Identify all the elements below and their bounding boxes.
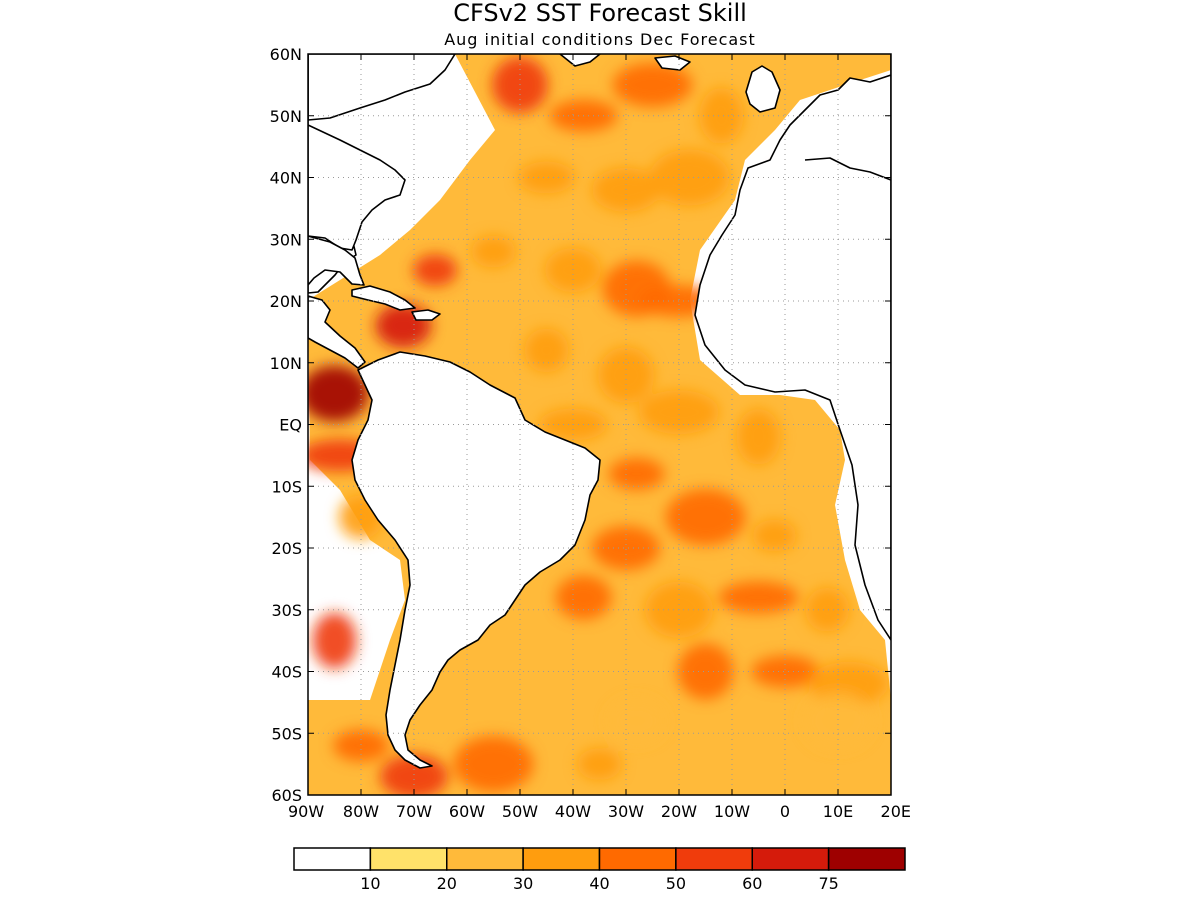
land-cuba: [351, 285, 416, 311]
skill-patch: [608, 698, 665, 743]
lat-label: 60S: [271, 786, 302, 805]
colorbar-bin: [446, 847, 524, 871]
longitude-axis: 90W 80W 70W 60W 50W 40W 30W 20W 10W 0 10E 20E: [288, 54, 911, 821]
skill-patch: [751, 655, 819, 688]
lon-label: 10W: [714, 802, 750, 821]
colorbar-bin: [522, 847, 601, 871]
skill-patch: [471, 235, 516, 268]
lat-label: 20S: [271, 539, 302, 558]
skill-patch: [518, 161, 575, 194]
lon-label: 0: [780, 802, 790, 821]
colorbar: 10 20 30 40 50 60 75: [293, 847, 906, 893]
lat-label: 20N: [270, 292, 302, 311]
skill-patch: [453, 736, 534, 793]
colorbar-bin: [369, 847, 448, 871]
lat-label: EQ: [279, 416, 302, 435]
lon-label: 20E: [881, 802, 911, 821]
colorbar-label: 50: [666, 874, 686, 893]
skill-patch: [308, 365, 369, 422]
colorbar-bin: [598, 847, 677, 871]
lon-label: 70W: [396, 802, 432, 821]
skill-patch: [598, 347, 654, 404]
skill-patch: [649, 149, 730, 206]
colorbar-bin: [675, 847, 753, 871]
skill-patch: [592, 526, 660, 570]
lon-label: 80W: [343, 802, 379, 821]
skill-patch: [612, 62, 693, 107]
lon-label: 90W: [288, 802, 324, 821]
skill-patch: [677, 643, 734, 700]
colorbar-label: 30: [513, 874, 533, 893]
land-gulf-coast: [308, 235, 365, 286]
lon-label: 50W: [502, 802, 538, 821]
colorbar-label: 60: [742, 874, 762, 893]
plot-area: [308, 54, 891, 795]
land-europe-africa: [694, 54, 891, 641]
lon-label: 40W: [555, 802, 591, 821]
coast-mediterranean: [804, 157, 891, 181]
colorbar-label: 40: [589, 874, 609, 893]
skill-patch: [413, 254, 458, 287]
skill-patch: [665, 489, 746, 546]
skill-patch: [524, 328, 569, 373]
skill-patch: [718, 581, 799, 614]
lat-label: 50S: [271, 724, 302, 743]
skill-patch: [752, 519, 797, 552]
lon-label: 10E: [823, 802, 853, 821]
land-hispaniola: [411, 309, 441, 321]
map-title: CFSv2 SST Forecast Skill: [453, 0, 747, 27]
latitude-axis: 60N 50N 40N 30N 20N 10N EQ 10S 20S 30S 40S 50S 60S: [270, 45, 891, 805]
skill-patch: [555, 575, 612, 620]
lat-label: 10S: [271, 477, 302, 496]
skill-patch: [312, 612, 357, 669]
colorbar-bin: [827, 847, 906, 871]
skill-patches: [308, 56, 889, 795]
skill-patch: [577, 748, 622, 781]
colorbar-label: 20: [437, 874, 457, 893]
lat-label: 60N: [270, 45, 302, 64]
land-iceland: [654, 55, 691, 71]
skill-patch: [608, 457, 665, 490]
lat-lon-grid: [308, 54, 891, 795]
skill-patch: [639, 390, 719, 435]
lon-label: 60W: [449, 802, 485, 821]
lat-label: 30N: [270, 230, 302, 249]
skill-patch: [545, 248, 601, 293]
land-central-america: [308, 295, 366, 369]
skill-patch: [736, 408, 781, 465]
lat-label: 10N: [270, 354, 302, 373]
lon-label: 20W: [661, 802, 697, 821]
land-greenland: [559, 54, 601, 67]
skill-patch: [699, 87, 744, 144]
lat-label: 40N: [270, 169, 302, 188]
map-subtitle: Aug initial conditions Dec Forecast: [444, 30, 756, 49]
lon-label: 30W: [608, 802, 644, 821]
lat-label: 50N: [270, 107, 302, 126]
lat-label: 40S: [271, 663, 302, 682]
land-british-isles: [745, 65, 781, 113]
colorbar-label: 10: [360, 874, 380, 893]
colorbar-bin: [293, 847, 372, 871]
colorbar-label: 75: [818, 874, 838, 893]
skill-patch: [804, 692, 872, 749]
skill-patch: [805, 587, 850, 632]
colorbar-bin: [751, 847, 830, 871]
lat-label: 30S: [271, 601, 302, 620]
skill-patch: [333, 729, 389, 762]
